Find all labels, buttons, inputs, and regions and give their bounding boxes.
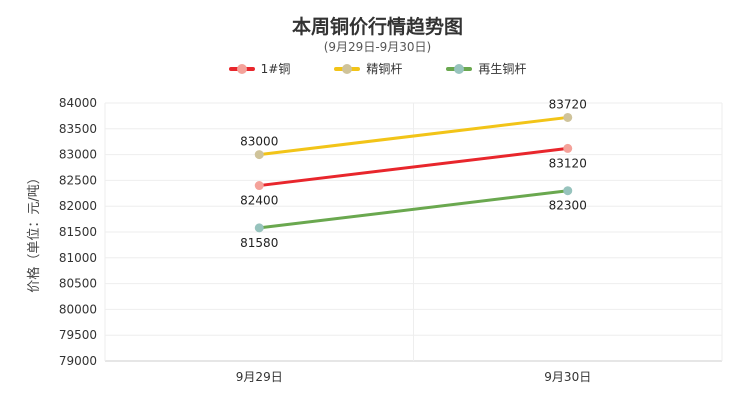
series-line-1 <box>257 146 570 188</box>
y-tick-label: 81000 <box>59 251 97 265</box>
y-tick-label: 84000 <box>59 96 97 110</box>
data-point <box>254 150 264 160</box>
x-tick-label: 9月29日 <box>236 370 283 384</box>
chart-subtitle: (9月29日-9月30日) <box>323 40 432 54</box>
legend-item-2[interactable]: 精铜杆 <box>334 60 402 77</box>
data-point <box>563 186 573 196</box>
data-point <box>254 181 264 191</box>
series-line-2 <box>257 115 570 157</box>
legend-label-2: 精铜杆 <box>366 62 403 76</box>
legend: 1#铜 精铜杆 再生铜杆 <box>0 60 755 77</box>
data-point <box>254 223 264 233</box>
x-tick-label: 9月30日 <box>544 370 591 384</box>
legend-item-1[interactable]: 1#铜 <box>228 60 291 77</box>
data-label: 83720 <box>549 97 587 111</box>
data-point <box>563 112 573 122</box>
y-tick-label: 82500 <box>59 173 97 187</box>
y-axis-title: 价格（单位：元/吨） <box>26 171 42 292</box>
legend-swatch-icon-1 <box>228 63 255 74</box>
legend-swatch-icon-2 <box>334 63 361 74</box>
legend-swatch-icon-3 <box>446 63 473 74</box>
series-line-3 <box>257 189 570 230</box>
y-tick-label: 81500 <box>59 225 97 239</box>
y-tick-label: 82000 <box>59 199 97 213</box>
data-label: 82300 <box>549 199 587 213</box>
legend-label-3: 再生铜杆 <box>478 62 527 76</box>
y-tick-label: 80500 <box>59 277 97 291</box>
y-tick-label: 79500 <box>59 328 97 342</box>
data-label: 81580 <box>240 236 278 250</box>
legend-item-3[interactable]: 再生铜杆 <box>446 60 526 77</box>
data-label: 83120 <box>549 156 587 170</box>
y-tick-label: 83500 <box>59 122 97 136</box>
data-label: 82400 <box>240 194 278 208</box>
data-label: 83000 <box>240 135 278 149</box>
data-point <box>563 143 573 153</box>
y-tick-label: 80000 <box>59 302 97 316</box>
chart-title: 本周铜价行情趋势图 <box>291 16 463 38</box>
y-tick-label: 79000 <box>59 354 97 368</box>
legend-label-1: 1#铜 <box>260 62 291 76</box>
y-tick-label: 83000 <box>59 148 97 162</box>
